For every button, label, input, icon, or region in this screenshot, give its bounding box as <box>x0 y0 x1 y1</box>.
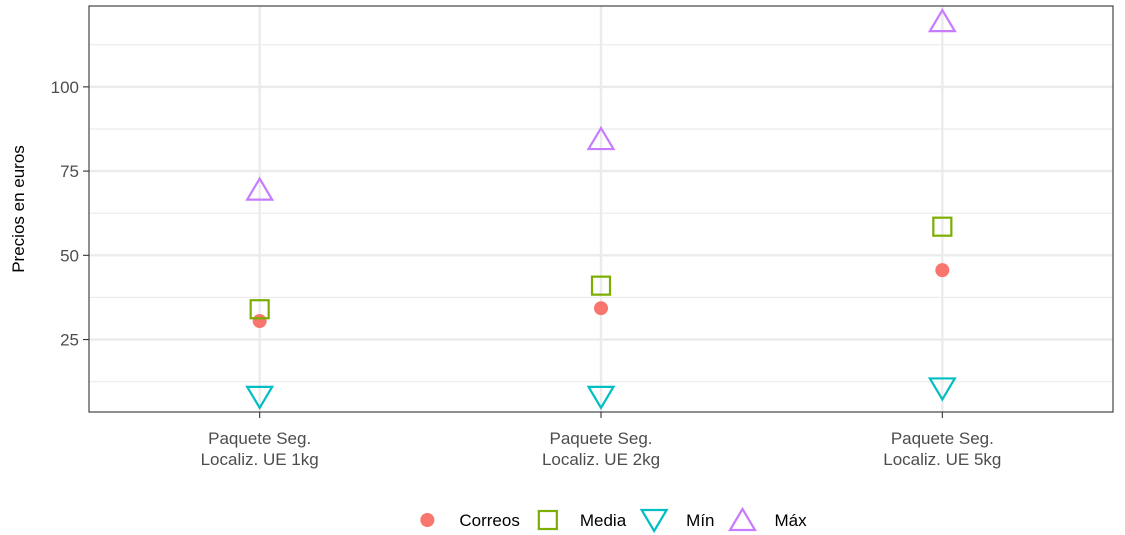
legend-label-correos: Correos <box>459 511 519 530</box>
legend-key-max <box>728 506 757 532</box>
legend-item-min: Mín <box>639 508 715 534</box>
grid <box>89 6 1113 412</box>
point-media <box>249 299 270 320</box>
legend: Correos Media Mín Máx <box>420 506 808 534</box>
legend-item-correos: Correos <box>420 511 520 530</box>
y-tick-label: 75 <box>60 162 79 181</box>
x-tick-label: Localiz. UE 5kg <box>883 450 1001 469</box>
point-media <box>932 216 953 237</box>
point-correos <box>935 263 950 278</box>
y-tick-label: 100 <box>51 78 79 97</box>
point-min <box>586 385 616 410</box>
point-max <box>586 125 616 151</box>
legend-item-media: Media <box>537 509 627 531</box>
data-marks <box>245 8 957 410</box>
legend-label-media: Media <box>580 511 627 530</box>
y-axis-title: Precios en euros <box>9 145 28 273</box>
point-max <box>927 8 957 33</box>
x-tick-label: Paquete Seg. <box>549 429 652 448</box>
legend-key-min <box>639 508 669 534</box>
legend-key-media <box>537 509 558 531</box>
x-tick-label: Localiz. UE 1kg <box>201 450 319 469</box>
axes: 25 50 75 100 Paquete Seg. Localiz. UE 1kg Paqu… <box>51 78 1002 469</box>
legend-item-max: Máx <box>728 506 808 532</box>
legend-key-correos <box>420 513 435 527</box>
legend-label-min: Mín <box>686 511 714 530</box>
point-min <box>927 377 957 402</box>
point-max <box>245 176 275 201</box>
point-correos <box>594 301 608 316</box>
point-min <box>245 385 275 410</box>
y-tick-label: 50 <box>60 246 79 265</box>
point-media <box>590 275 612 296</box>
point-correos <box>252 314 267 329</box>
legend-label-max: Máx <box>775 511 808 530</box>
x-tick-label: Localiz. UE 2kg <box>542 450 660 469</box>
y-tick-label: 25 <box>60 331 79 350</box>
x-tick-label: Paquete Seg. <box>891 429 994 448</box>
x-tick-label: Paquete Seg. <box>208 429 311 448</box>
